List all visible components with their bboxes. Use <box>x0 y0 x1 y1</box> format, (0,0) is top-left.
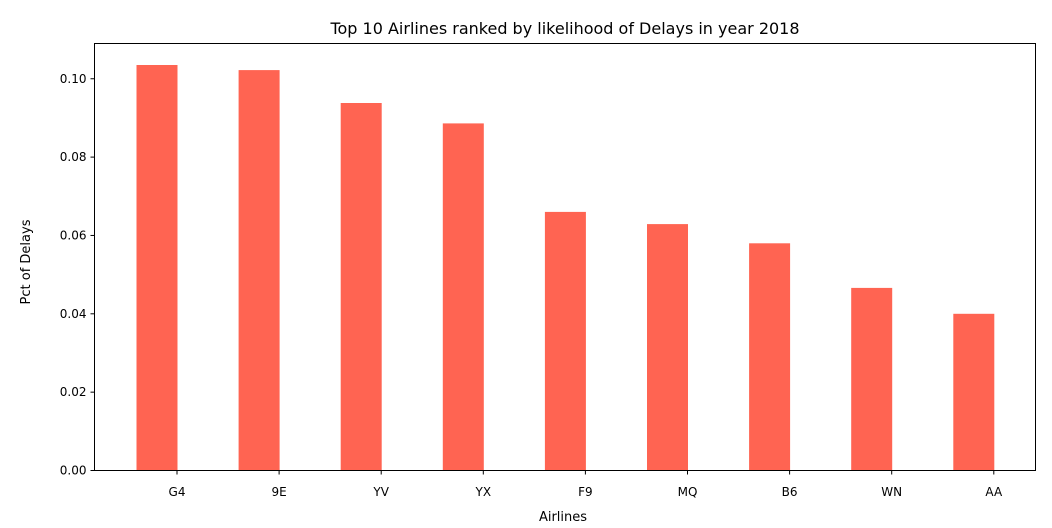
y-tick-label: 0.06 <box>60 228 87 242</box>
x-axis-label: Airlines <box>539 510 587 525</box>
y-tick-label: 0.00 <box>60 464 87 478</box>
x-tick-label: G4 <box>169 485 186 499</box>
chart-title: Top 10 Airlines ranked by likelihood of … <box>329 19 799 38</box>
y-tick-label: 0.02 <box>60 385 87 399</box>
y-tick-label: 0.10 <box>60 72 87 86</box>
x-tick-label: B6 <box>782 485 798 499</box>
y-tick-label: 0.08 <box>60 150 87 164</box>
bar-MQ <box>647 224 688 471</box>
x-tick-label: MQ <box>678 485 698 499</box>
y-axis-label: Pct of Delays <box>19 219 34 304</box>
y-tick-label: 0.04 <box>60 307 87 321</box>
x-tick-label: AA <box>985 485 1003 499</box>
bars-group <box>136 65 995 471</box>
bar-F9 <box>544 211 586 471</box>
bar-G4 <box>136 65 178 471</box>
bar-YX <box>442 123 484 471</box>
x-tick-label: F9 <box>578 485 593 499</box>
x-tick-label: 9E <box>271 485 286 499</box>
bar-B6 <box>749 243 791 471</box>
x-tick-label: WN <box>881 485 902 499</box>
bar-YV <box>340 103 382 471</box>
x-tick-label: YV <box>372 485 389 499</box>
bar-WN <box>851 287 893 471</box>
x-axis-ticks: G4 9E YV YX F9 MQ B6 WN AA <box>169 470 1003 499</box>
plot-frame <box>94 43 1036 471</box>
bar-AA <box>953 313 995 471</box>
x-tick-label: YX <box>475 485 492 499</box>
bar-9E <box>238 70 280 471</box>
y-axis-ticks: 0.00 0.02 0.04 0.06 0.08 0.10 <box>60 72 95 478</box>
